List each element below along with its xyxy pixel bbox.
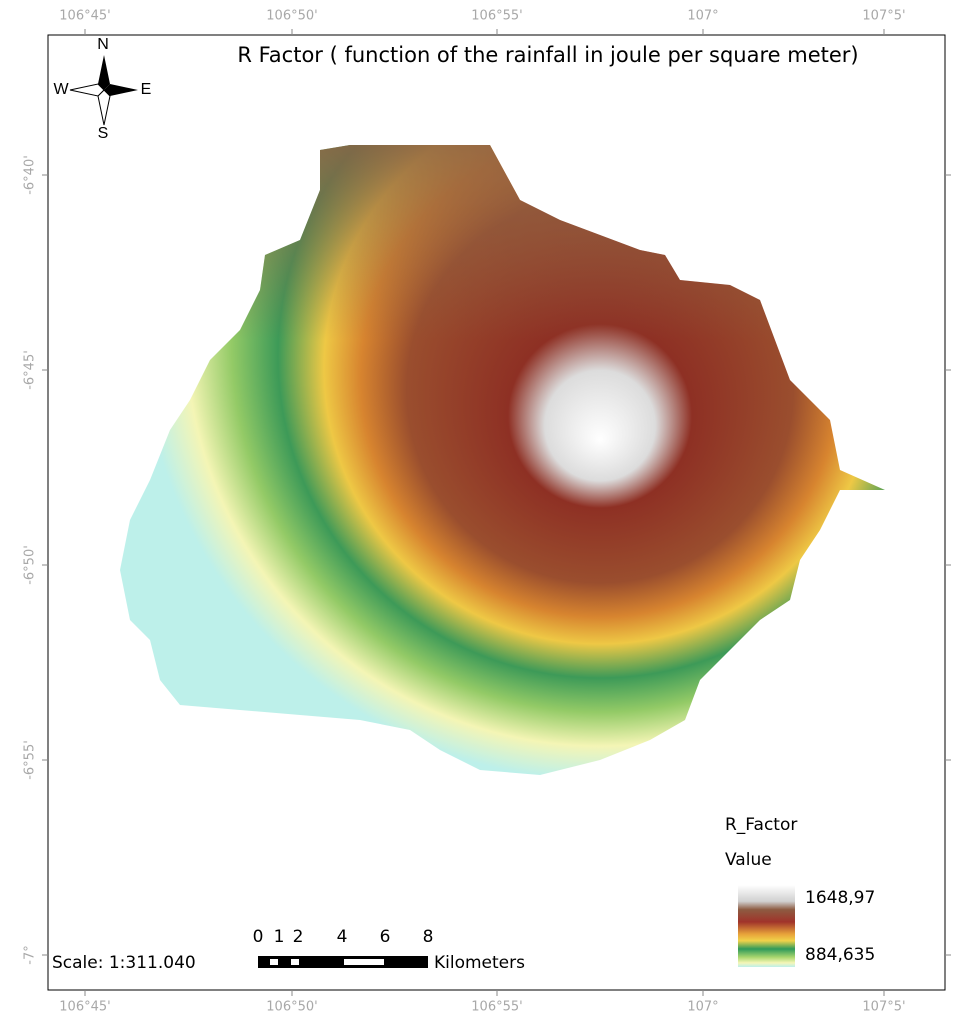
scale-text: Scale: 1:311.040 xyxy=(52,953,196,973)
scale-label: 2 xyxy=(293,927,304,947)
scale-label: 4 xyxy=(337,927,348,947)
longitude-label: 106°50' xyxy=(266,9,317,24)
latitude-label: -6°55' xyxy=(23,740,38,780)
longitude-label: 107°5' xyxy=(862,9,905,24)
raster-shading xyxy=(200,145,800,400)
latitude-label: -6°45' xyxy=(23,350,38,390)
longitude-label: 106°45' xyxy=(59,1000,110,1015)
scale-unit: Kilometers xyxy=(434,953,525,973)
compass: N W E S xyxy=(53,36,151,142)
scale-label: 0 xyxy=(253,927,264,947)
scale-label: 1 xyxy=(274,927,285,947)
compass-east: E xyxy=(141,81,152,98)
raster xyxy=(120,145,885,775)
longitude-label: 107° xyxy=(687,9,718,24)
longitude-label: 106°45' xyxy=(59,9,110,24)
scale-label: 8 xyxy=(423,927,434,947)
longitude-label: 106°55' xyxy=(471,9,522,24)
compass-south: S xyxy=(98,125,109,142)
longitude-label: 107°5' xyxy=(862,1000,905,1015)
map-title: R Factor ( function of the rainfall in j… xyxy=(237,43,858,67)
scale-label: 6 xyxy=(380,927,391,947)
compass-west: W xyxy=(53,81,69,98)
legend-subtitle: Value xyxy=(725,850,772,870)
legend-low: 884,635 xyxy=(805,945,875,965)
latitude-label: -6°50' xyxy=(23,545,38,585)
longitude-label: 106°50' xyxy=(266,1000,317,1015)
latitude-label: -6°40' xyxy=(23,155,38,195)
legend-title: R_Factor xyxy=(725,815,797,835)
scale-bar xyxy=(258,956,428,968)
longitude-label: 107° xyxy=(687,1000,718,1015)
graticule: 106°45' 106°45' 106°50' 106°50' 106°55' 106°5… xyxy=(23,9,951,1015)
legend-high: 1648,97 xyxy=(805,888,875,908)
longitude-label: 106°55' xyxy=(471,1000,522,1015)
legend-ramp xyxy=(738,885,795,967)
compass-north: N xyxy=(97,36,109,53)
latitude-label: -7° xyxy=(23,945,38,964)
